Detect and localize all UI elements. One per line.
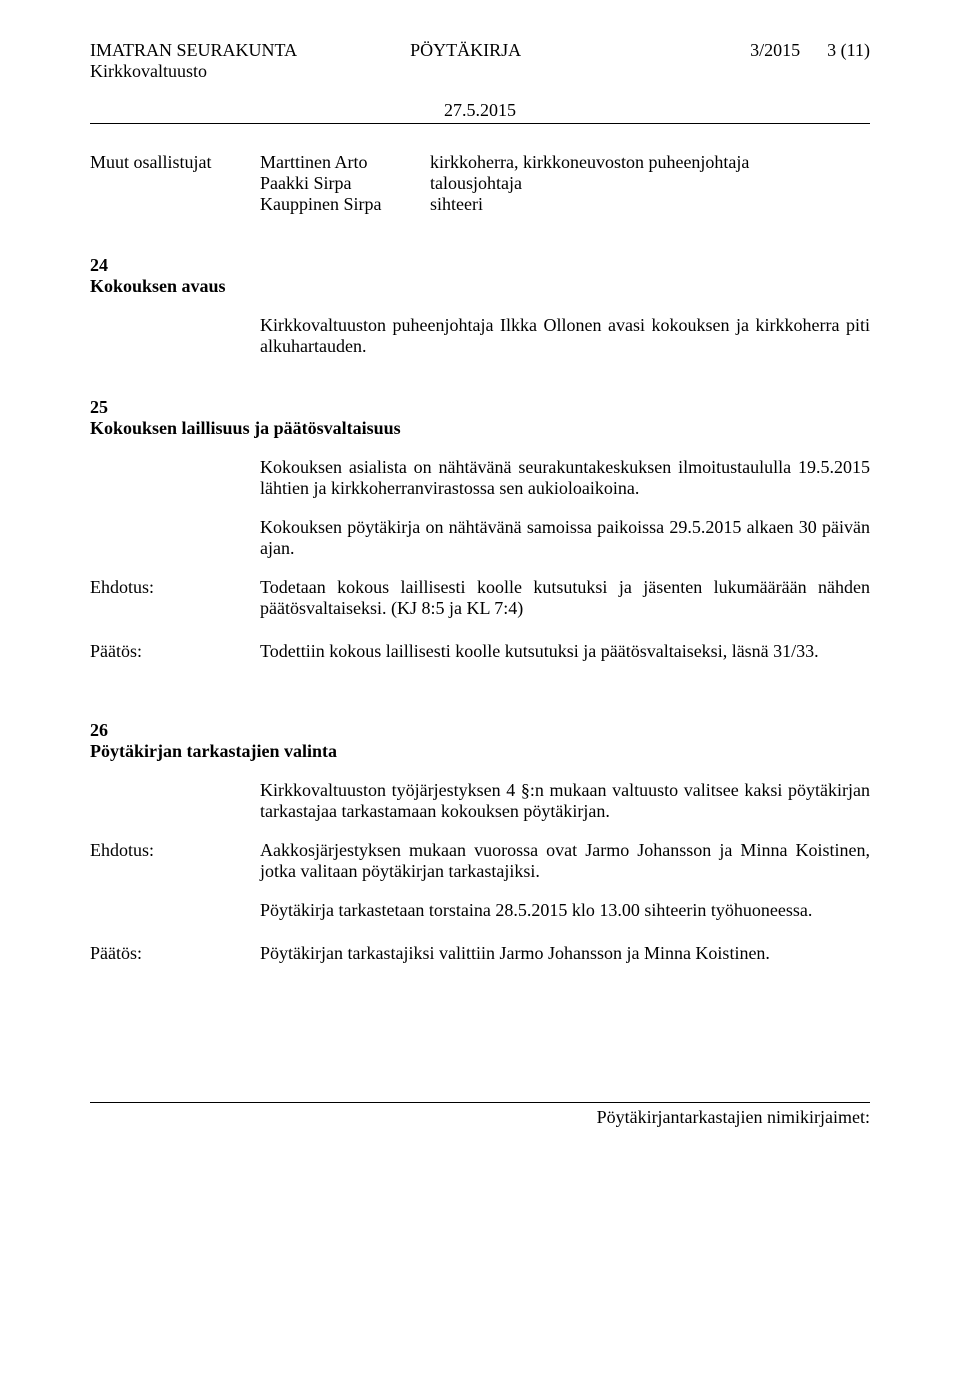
header-date: 27.5.2015 [90, 100, 870, 123]
header-divider [90, 123, 870, 124]
header-row: IMATRAN SEURAKUNTA PÖYTÄKIRJA 3/2015 3 (… [90, 40, 870, 61]
participant-role: kirkkoherra, kirkkoneuvoston puheenjohta… [430, 152, 870, 173]
item24-heading: 24 Kokouksen avaus [90, 255, 870, 297]
footer-text: Pöytäkirjantarkastajien nimikirjaimet: [90, 1103, 870, 1128]
item26-ehdotus-text2: Pöytäkirja tarkastetaan torstaina 28.5.2… [260, 900, 870, 921]
item25-title: Kokouksen laillisuus ja päätösvaltaisuus [90, 418, 870, 439]
ehdotus-label: Ehdotus: [90, 840, 260, 939]
item25-body: Kokouksen asialista on nähtävänä seuraku… [260, 457, 870, 559]
item24-text: Kirkkovaltuuston puheenjohtaja Ilkka Oll… [260, 315, 870, 357]
item25-paatos-text: Todettiin kokous laillisesti koolle kuts… [260, 641, 870, 662]
participant-role: talousjohtaja [430, 173, 870, 194]
participants-roles: kirkkoherra, kirkkoneuvoston puheenjohta… [430, 152, 870, 215]
item25-ehdotus-content: Todetaan kokous laillisesti koolle kutsu… [260, 577, 870, 637]
participants-label: Muut osallistujat [90, 152, 260, 215]
item25-paatos-row: Päätös: Todettiin kokous laillisesti koo… [90, 641, 870, 680]
header-page-marker: 3 (11) [827, 40, 870, 60]
item24-number: 24 [90, 255, 870, 276]
header-org: IMATRAN SEURAKUNTA [90, 40, 410, 61]
item25-number: 25 [90, 397, 870, 418]
header-doc-type: PÖYTÄKIRJA [410, 40, 730, 61]
paatos-label: Päätös: [90, 641, 260, 680]
item25-ehdotus-text: Todetaan kokous laillisesti koolle kutsu… [260, 577, 870, 619]
item26-ehdotus-content: Aakkosjärjestyksen mukaan vuorossa ovat … [260, 840, 870, 939]
item25-heading: 25 Kokouksen laillisuus ja päätösvaltais… [90, 397, 870, 439]
item25-ehdotus-row: Ehdotus: Todetaan kokous laillisesti koo… [90, 577, 870, 637]
item26-paatos-text: Pöytäkirjan tarkastajiksi valittiin Jarm… [260, 943, 870, 964]
item25-paatos-content: Todettiin kokous laillisesti koolle kuts… [260, 641, 870, 680]
footer: Pöytäkirjantarkastajien nimikirjaimet: [90, 1102, 870, 1128]
participant-name: Kauppinen Sirpa [260, 194, 430, 215]
item24-title: Kokouksen avaus [90, 276, 870, 297]
participant-role: sihteeri [430, 194, 870, 215]
item25-para1: Kokouksen asialista on nähtävänä seuraku… [260, 457, 870, 499]
header-doc-number: 3/2015 [750, 40, 800, 60]
participant-name: Paakki Sirpa [260, 173, 430, 194]
header-body: Kirkkovaltuusto [90, 61, 870, 82]
participants-block: Muut osallistujat Marttinen Arto Paakki … [90, 152, 870, 215]
item26-body: Kirkkovaltuuston työjärjestyksen 4 §:n m… [260, 780, 870, 822]
item26-paatos-row: Päätös: Pöytäkirjan tarkastajiksi valitt… [90, 943, 870, 982]
item26-paatos-content: Pöytäkirjan tarkastajiksi valittiin Jarm… [260, 943, 870, 982]
item24-body: Kirkkovaltuuston puheenjohtaja Ilkka Oll… [260, 315, 870, 357]
item26-para1: Kirkkovaltuuston työjärjestyksen 4 §:n m… [260, 780, 870, 822]
item26-ehdotus-row: Ehdotus: Aakkosjärjestyksen mukaan vuoro… [90, 840, 870, 939]
item26-ehdotus-text1: Aakkosjärjestyksen mukaan vuorossa ovat … [260, 840, 870, 882]
page: IMATRAN SEURAKUNTA PÖYTÄKIRJA 3/2015 3 (… [0, 0, 960, 1168]
participant-name: Marttinen Arto [260, 152, 430, 173]
item26-heading: 26 Pöytäkirjan tarkastajien valinta [90, 720, 870, 762]
item26-title: Pöytäkirjan tarkastajien valinta [90, 741, 870, 762]
ehdotus-label: Ehdotus: [90, 577, 260, 637]
paatos-label: Päätös: [90, 943, 260, 982]
item25-para2: Kokouksen pöytäkirja on nähtävänä samois… [260, 517, 870, 559]
participants-names: Marttinen Arto Paakki Sirpa Kauppinen Si… [260, 152, 430, 215]
item26-number: 26 [90, 720, 870, 741]
header-page-right: 3/2015 3 (11) [750, 40, 870, 61]
